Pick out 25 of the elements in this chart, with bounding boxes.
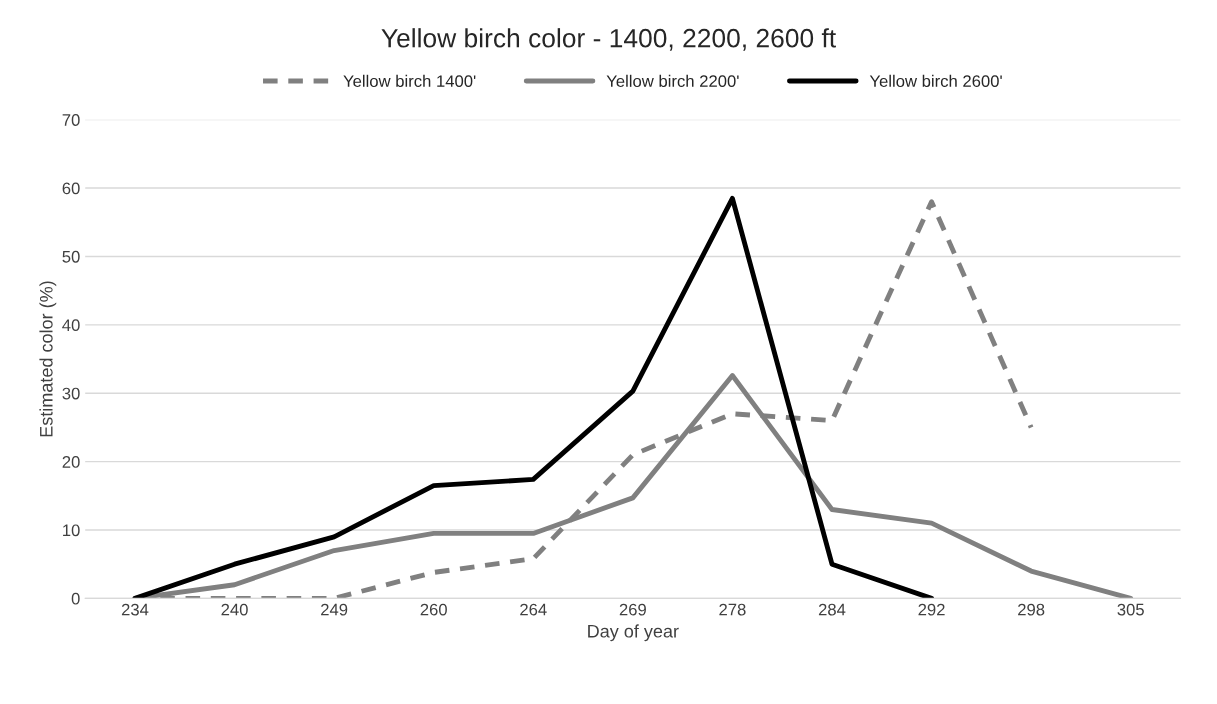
x-tick-label: 264	[520, 603, 547, 616]
y-tick-label: 60	[62, 182, 80, 195]
legend-label: Yellow birch 2200'	[606, 74, 739, 88]
x-axis-title: Day of year	[588, 624, 679, 642]
x-tick-label: 278	[719, 603, 746, 616]
x-tick-label: 269	[619, 603, 646, 616]
x-tick-label: 240	[221, 603, 248, 616]
legend-label: Yellow birch 2600'	[869, 74, 1002, 88]
chart-title: Yellow birch color - 1400, 2200, 2600 ft	[381, 28, 836, 51]
y-tick-label: 0	[71, 592, 80, 605]
x-tick-label: 249	[321, 603, 348, 616]
x-tick-label: 298	[1018, 603, 1045, 616]
legend-label: Yellow birch 1400'	[343, 74, 476, 88]
x-tick-label: 260	[420, 603, 447, 616]
y-tick-label: 50	[62, 250, 80, 263]
x-tick-label: 284	[818, 603, 846, 616]
y-tick-label: 40	[62, 319, 80, 332]
x-tick-label: 234	[121, 603, 149, 616]
y-tick-label: 20	[62, 456, 80, 468]
y-axis-title: Estimated color (%)	[39, 281, 57, 437]
x-tick-label: 305	[1117, 603, 1144, 616]
x-tick-label: 292	[918, 603, 945, 616]
y-tick-label: 10	[63, 524, 80, 537]
y-tick-label: 30	[62, 387, 80, 400]
y-tick-label: 70	[62, 114, 80, 126]
